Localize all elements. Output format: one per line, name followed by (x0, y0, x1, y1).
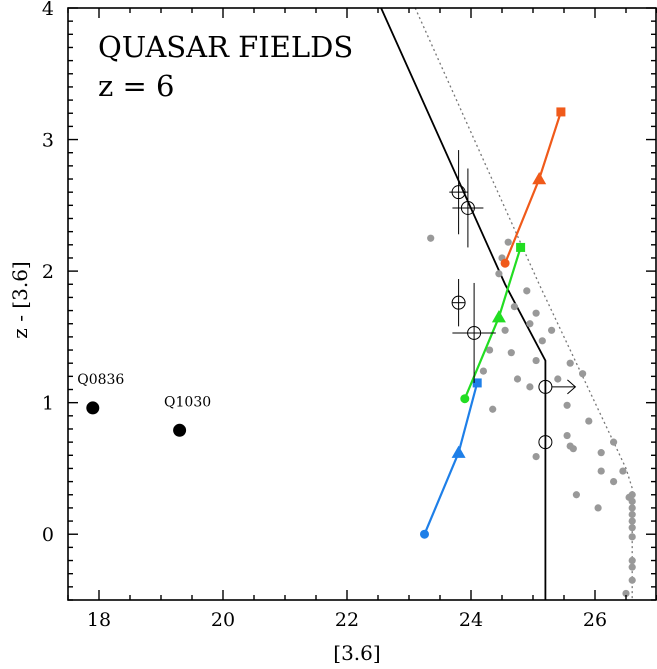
track-point-triangle (451, 445, 466, 458)
candidate-point (538, 435, 553, 450)
track-line (504, 111, 562, 264)
y-tick-label: 2 (42, 261, 54, 283)
field-source-point (510, 303, 518, 311)
field-source-point (526, 320, 534, 328)
field-source-point (628, 563, 636, 571)
field-source-point (628, 533, 636, 541)
candidates (449, 150, 577, 450)
y-tick-label: 3 (42, 130, 54, 152)
field-source-point (563, 401, 571, 409)
field-source-point (610, 438, 618, 446)
quasar-label: Q0836 (77, 372, 124, 388)
selection-lines (380, 7, 633, 600)
field-sources (427, 234, 636, 598)
field-source-point (610, 478, 618, 486)
candidate-point (467, 325, 482, 340)
y-tick-label: 4 (42, 0, 54, 20)
quasar-point (173, 423, 187, 437)
field-source-point (532, 453, 540, 461)
field-source-point (628, 491, 636, 499)
field-source-point (427, 234, 435, 242)
x-tick-label: 26 (583, 609, 607, 631)
field-source-point (585, 417, 593, 425)
field-source-point (628, 497, 636, 505)
track-line (423, 382, 479, 535)
field-source-point (619, 467, 627, 475)
track-line (463, 247, 522, 400)
chart-subtitle: z = 6 (98, 69, 174, 103)
field-source-point (548, 326, 556, 334)
field-source-point (628, 504, 636, 512)
track-point-circle (420, 529, 429, 539)
selection-line-solid (380, 7, 547, 600)
candidate-point (451, 295, 466, 310)
quasar-label: Q1030 (164, 394, 211, 410)
y-tick-label: 0 (42, 524, 54, 546)
track-point-square (516, 242, 526, 252)
field-source-point (569, 445, 577, 453)
field-source-point (597, 467, 605, 475)
field-source-point (501, 326, 509, 334)
field-source-point (628, 524, 636, 532)
field-source-point (489, 405, 497, 413)
candidate-point (451, 185, 466, 200)
field-source-point (563, 431, 571, 440)
field-source-point (495, 270, 503, 278)
field-source-point (566, 359, 574, 367)
track-point-circle (500, 258, 510, 268)
field-source-point (628, 556, 636, 565)
candidate-point (460, 200, 475, 215)
field-source-point (532, 309, 540, 317)
field-source-point (622, 589, 630, 598)
track-point-square (556, 107, 566, 117)
selection-line-dotted (414, 7, 633, 600)
field-source-point (504, 238, 512, 246)
field-source-point (523, 287, 531, 295)
chart-title: QUASAR FIELDS (98, 30, 353, 64)
field-source-point (513, 375, 522, 383)
field-source-point (628, 510, 636, 519)
track-point-triangle (491, 310, 506, 323)
field-source-point (572, 491, 581, 499)
x-tick-label: 18 (87, 609, 111, 631)
field-source-point (628, 576, 636, 584)
field-source-point (507, 349, 515, 357)
model-tracks (420, 107, 566, 539)
field-source-point (579, 370, 587, 378)
field-source-point (526, 383, 534, 391)
field-source-point (479, 367, 487, 375)
field-source-point (597, 449, 605, 457)
quasars: Q0836 Q1030 (77, 372, 211, 437)
field-source-point (532, 356, 540, 365)
y-tick-label: 1 (42, 393, 54, 415)
plot-frame (67, 7, 657, 601)
track-point-circle (460, 394, 470, 404)
y-axis-label: z - [3.6] (8, 261, 32, 338)
field-source-point (538, 337, 546, 345)
x-tick-label: 24 (459, 609, 483, 631)
candidate-limit-arrowhead (567, 379, 577, 395)
x-axis-label: [3.6] (333, 641, 380, 665)
track-point-triangle (532, 172, 547, 185)
x-tick-label: 22 (335, 609, 359, 631)
axes: 18 20 22 24 26 0 1 2 3 4 (42, 0, 657, 631)
quasar-point (86, 401, 100, 415)
field-source-point (628, 517, 636, 525)
field-source-point (554, 375, 562, 383)
field-source-point (486, 346, 494, 354)
track-point-square (472, 378, 482, 388)
chart-text: QUASAR FIELDS z = 6 [3.6] z - [3.6] (8, 30, 381, 665)
field-source-point (594, 504, 602, 512)
x-tick-label: 20 (211, 609, 235, 631)
